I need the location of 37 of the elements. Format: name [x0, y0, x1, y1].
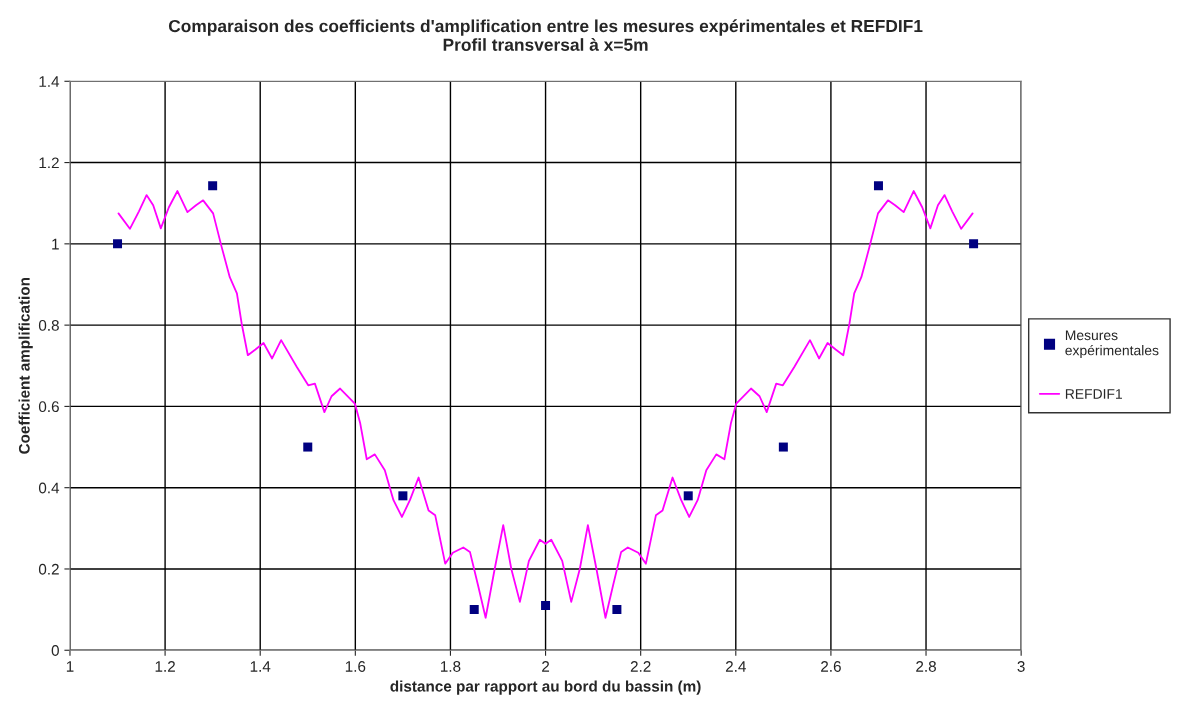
point	[398, 491, 408, 501]
point	[612, 605, 622, 615]
point	[778, 442, 788, 452]
y-axis-title: Coefficient amplification	[18, 278, 33, 454]
line-series	[117, 190, 974, 619]
legend-label: Mesures expérimentales	[1065, 330, 1159, 359]
x-tick-label: 2.6	[821, 661, 841, 672]
x-tick-label: 1	[66, 661, 74, 672]
point	[113, 239, 123, 249]
x-tick-label: 1.2	[155, 661, 175, 672]
y-tick-label: 0.2	[38, 563, 59, 575]
y-tick-label: 1.2	[39, 157, 59, 169]
legend-label: REFDIF1	[1065, 389, 1122, 399]
point	[541, 601, 551, 611]
chart-subtitle: Profil transversal à x=5m	[443, 37, 648, 51]
x-tick-label: 3	[1017, 661, 1025, 672]
y-tick-label: 0.8	[38, 320, 59, 331]
y-tick-label: 0	[51, 645, 59, 656]
x-tick-label: 1.4	[250, 661, 271, 672]
x-tick-label: 2	[542, 661, 550, 672]
point	[683, 491, 693, 501]
chart-title: Comparaison des coefficients d'amplification entre les mesures expérimentales et REFDIF1	[168, 19, 923, 36]
x-tick-label: 2.4	[725, 661, 746, 672]
x-tick-label: 2.8	[916, 661, 936, 672]
y-tick-label: 0.4	[38, 482, 60, 494]
point	[873, 181, 883, 191]
point	[303, 442, 313, 452]
y-tick-label: 0.6	[38, 401, 59, 413]
x-axis-title: distance par rapport au bord du bassin (m)	[390, 680, 701, 695]
y-tick-label: 1.4	[39, 76, 60, 87]
point	[469, 605, 479, 615]
y-tick-label: 1	[52, 238, 59, 250]
x-tick-label: 2.2	[630, 661, 651, 672]
x-tick-label: 1.8	[440, 661, 461, 672]
x-tick-label: 1.6	[345, 661, 366, 672]
point	[208, 181, 218, 191]
point	[969, 239, 979, 249]
